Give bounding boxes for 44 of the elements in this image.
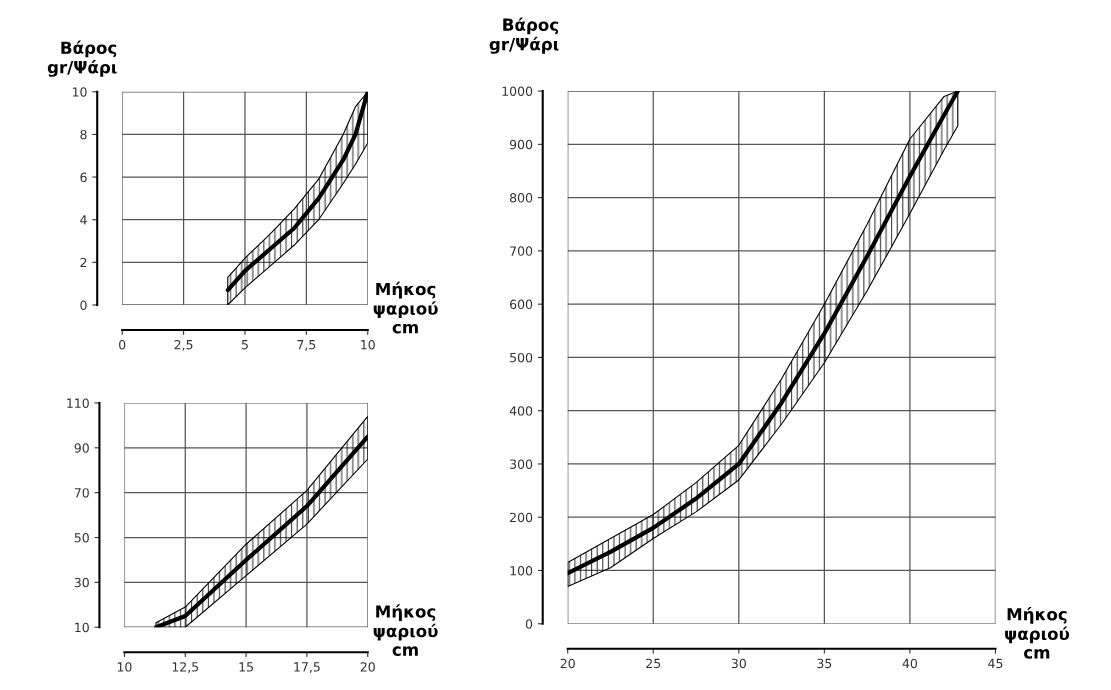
x-tick-label: 0: [119, 339, 126, 350]
x-axis-title: Μήκος ψαριού cm: [373, 281, 438, 334]
y-tick-label: 600: [510, 299, 533, 310]
x-tick-label: 2,5: [174, 339, 193, 351]
x-tick-label: 10: [117, 662, 132, 672]
x-tick-label: 30: [731, 658, 746, 669]
x-tick-label: 45: [988, 658, 1003, 669]
y-tick-label: 10: [72, 87, 87, 97]
x-axis-title: Μήκος ψαριού cm: [373, 604, 438, 656]
y-tick-label: 70: [74, 488, 89, 498]
y-tick-label: 50: [74, 532, 89, 543]
x-tick-label: 20: [560, 658, 575, 669]
y-tick-label: 90: [74, 443, 89, 453]
y-tick-label: 4: [80, 215, 87, 225]
y-axis-title: Βάρος gr/Ψάρι: [489, 17, 559, 54]
y-tick-label: 300: [510, 459, 533, 469]
y-tick-label: 6: [80, 172, 87, 182]
y-tick-label: 0: [80, 300, 87, 310]
x-tick-label: 5: [241, 340, 248, 350]
y-tick-label: 110: [67, 398, 89, 408]
x-tick-label: 7,5: [297, 340, 316, 351]
y-tick-label: 30: [74, 577, 89, 588]
x-tick-label: 10: [361, 339, 375, 350]
y-tick-label: 900: [509, 139, 533, 150]
y-tick-label: 200: [510, 512, 533, 523]
y-tick-label: 2: [80, 257, 87, 268]
x-tick-label: 25: [646, 658, 661, 669]
y-axis-title: Βάρος gr/Ψάρι: [47, 40, 117, 77]
y-tick-label: 800: [509, 193, 533, 203]
x-axis-title: Μήκος ψαριού cm: [1005, 606, 1070, 659]
y-tick-label: 10: [75, 622, 89, 633]
x-tick-label: 40: [902, 658, 918, 669]
y-tick-label: 0: [525, 619, 533, 629]
x-tick-label: 35: [817, 658, 832, 669]
y-tick-label: 1000: [502, 86, 533, 97]
y-tick-label: 8: [80, 129, 87, 140]
y-tick-label: 700: [510, 246, 533, 256]
x-tick-label: 20: [360, 662, 375, 672]
y-tick-label: 100: [510, 565, 533, 576]
x-tick-label: 17,5: [294, 662, 320, 673]
x-tick-label: 15: [239, 662, 253, 672]
y-tick-label: 400: [509, 406, 533, 416]
x-tick-label: 12,5: [172, 662, 199, 673]
y-tick-label: 500: [510, 352, 533, 363]
